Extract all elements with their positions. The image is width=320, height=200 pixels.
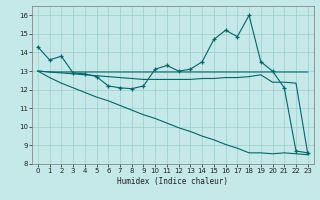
X-axis label: Humidex (Indice chaleur): Humidex (Indice chaleur): [117, 177, 228, 186]
